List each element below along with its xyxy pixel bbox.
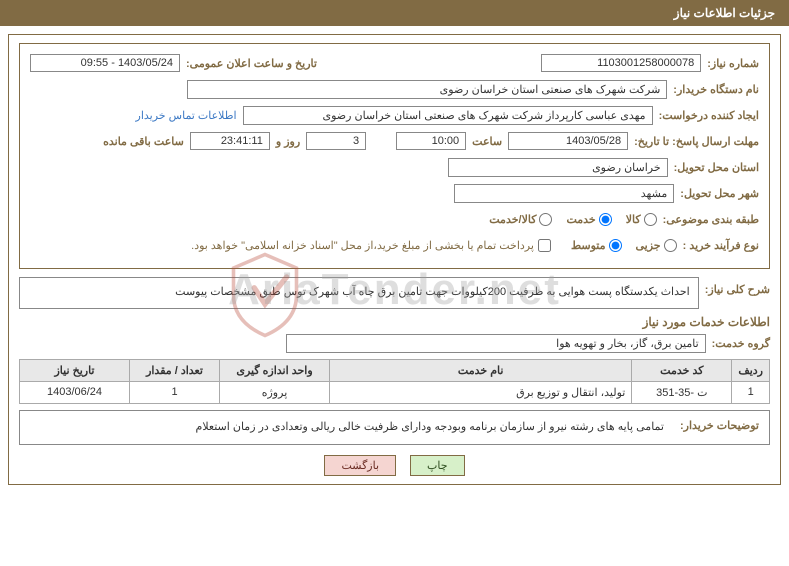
button-row: چاپ بازگشت bbox=[19, 455, 770, 476]
td-date: 1403/06/24 bbox=[20, 381, 130, 403]
proc-medium-radio[interactable] bbox=[609, 239, 622, 252]
delivery-city-field: مشهد bbox=[454, 184, 674, 203]
th-unit: واحد اندازه گیری bbox=[220, 359, 330, 381]
main-panel: AriaTender.net شماره نیاز: 1103001258000… bbox=[8, 34, 781, 485]
buyer-org-field: شرکت شهرک های صنعتی استان خراسان رضوی bbox=[187, 80, 667, 99]
page-title: جزئیات اطلاعات نیاز bbox=[0, 0, 789, 26]
buyer-notes-box: توضیحات خریدار: تمامی پایه های رشته نیرو… bbox=[19, 410, 770, 446]
proc-minor-radio[interactable] bbox=[664, 239, 677, 252]
services-table: ردیف کد خدمت نام خدمت واحد اندازه گیری ت… bbox=[19, 359, 770, 404]
remaining-label: ساعت باقی مانده bbox=[103, 135, 184, 148]
requester-label: ایجاد کننده درخواست: bbox=[659, 109, 759, 122]
cat-goods-radio[interactable] bbox=[644, 213, 657, 226]
overall-desc-box: احداث یکدستگاه پست هوایی به ظرفیت 200کیل… bbox=[19, 277, 699, 309]
delivery-province-label: استان محل تحویل: bbox=[674, 161, 759, 174]
proc-medium-label: متوسط bbox=[571, 239, 606, 252]
payment-note-label: پرداخت تمام یا بخشی از مبلغ خرید،از محل … bbox=[191, 239, 534, 252]
cat-goods-service-radio[interactable] bbox=[539, 213, 552, 226]
print-button[interactable]: چاپ bbox=[410, 455, 465, 476]
remaining-days-field: 3 bbox=[306, 132, 366, 150]
delivery-province-field: خراسان رضوی bbox=[448, 158, 668, 177]
cat-service-label: خدمت bbox=[566, 213, 595, 226]
overall-desc-label: شرح کلی نیاز: bbox=[705, 277, 770, 296]
cat-goods-service-label: کالا/خدمت bbox=[489, 213, 536, 226]
hour-label: ساعت bbox=[472, 135, 502, 148]
requester-field: مهدی عباسی کارپرداز شرکت شهرک های صنعتی … bbox=[243, 106, 653, 125]
payment-checkbox[interactable] bbox=[538, 239, 551, 252]
days-and-label: روز و bbox=[276, 135, 300, 148]
th-date: تاریخ نیاز bbox=[20, 359, 130, 381]
services-info-title: اطلاعات خدمات مورد نیاز bbox=[19, 315, 770, 329]
category-label: طبقه بندی موضوعی: bbox=[663, 213, 759, 226]
td-qty: 1 bbox=[130, 381, 220, 403]
buyer-org-label: نام دستگاه خریدار: bbox=[673, 83, 759, 96]
service-group-field: تامین برق، گاز، بخار و تهویه هوا bbox=[286, 334, 706, 353]
th-name: نام خدمت bbox=[330, 359, 632, 381]
process-radio-group: جزیی متوسط bbox=[571, 239, 677, 252]
td-unit: پروژه bbox=[220, 381, 330, 403]
info-box: شماره نیاز: 1103001258000078 تاریخ و ساع… bbox=[19, 43, 770, 269]
back-button[interactable]: بازگشت bbox=[324, 455, 396, 476]
announce-dt-field: 1403/05/24 - 09:55 bbox=[30, 54, 180, 72]
th-qty: تعداد / مقدار bbox=[130, 359, 220, 381]
contact-link[interactable]: اطلاعات تماس خریدار bbox=[136, 109, 237, 122]
td-code: ت -35-351 bbox=[632, 381, 732, 403]
deadline-time-field: 10:00 bbox=[396, 132, 466, 150]
remaining-time-field: 23:41:11 bbox=[190, 132, 270, 150]
deadline-date-field: 1403/05/28 bbox=[508, 132, 628, 150]
deadline-label: مهلت ارسال پاسخ: تا تاریخ: bbox=[634, 135, 759, 148]
delivery-city-label: شهر محل تحویل: bbox=[680, 187, 759, 200]
cat-goods-label: کالا bbox=[626, 213, 641, 226]
td-name: تولید، انتقال و توزیع برق bbox=[330, 381, 632, 403]
announce-dt-label: تاریخ و ساعت اعلان عمومی: bbox=[186, 57, 317, 70]
cat-service-radio[interactable] bbox=[599, 213, 612, 226]
proc-minor-label: جزیی bbox=[636, 239, 661, 252]
category-radio-group: کالا خدمت کالا/خدمت bbox=[489, 213, 656, 226]
need-no-label: شماره نیاز: bbox=[707, 57, 759, 70]
buyer-notes-label: توضیحات خریدار: bbox=[680, 419, 759, 432]
table-row: 1 ت -35-351 تولید، انتقال و توزیع برق پر… bbox=[20, 381, 770, 403]
th-idx: ردیف bbox=[732, 359, 770, 381]
buyer-notes-text: تمامی پایه های رشته نیرو از سازمان برنام… bbox=[196, 419, 664, 437]
service-group-label: گروه خدمت: bbox=[712, 337, 770, 350]
td-idx: 1 bbox=[732, 381, 770, 403]
th-code: کد خدمت bbox=[632, 359, 732, 381]
process-type-label: نوع فرآیند خرید : bbox=[683, 239, 759, 252]
need-no-field: 1103001258000078 bbox=[541, 54, 701, 72]
